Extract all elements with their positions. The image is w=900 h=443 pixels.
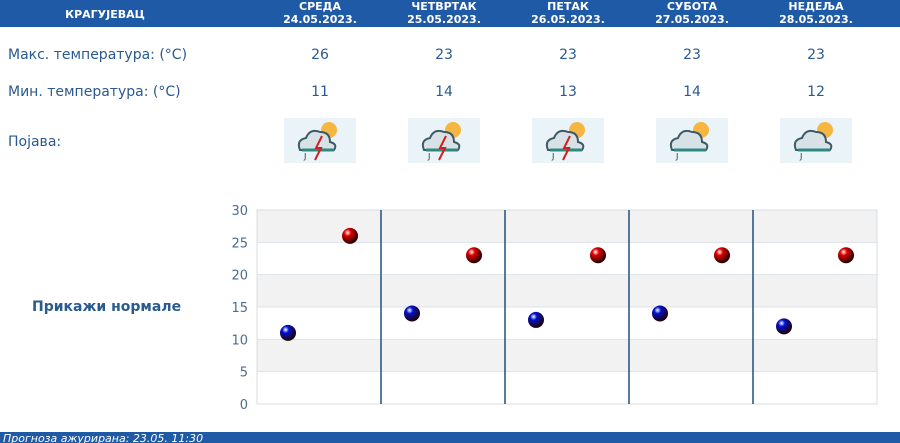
day-name: НЕДЕЉА	[788, 0, 844, 13]
y-tick-label: 0	[240, 398, 248, 413]
day-date: 25.05.2023.	[407, 13, 481, 26]
day-name: СРЕДА	[299, 0, 341, 13]
max-temp-value: 23	[435, 47, 453, 63]
max-temp-point	[342, 227, 358, 244]
max-temp-point	[838, 247, 854, 264]
svg-text:J: J	[551, 152, 554, 161]
day-name: ЧЕТВРТАК	[411, 0, 477, 13]
min-temp-point	[280, 324, 296, 341]
min-temp-value: 12	[807, 84, 825, 100]
grid-band	[257, 371, 877, 404]
svg-text:J: J	[799, 152, 802, 161]
max-temp-point	[466, 247, 482, 264]
y-tick-label: 5	[240, 366, 248, 381]
svg-text:J: J	[675, 152, 678, 161]
show-normals-link[interactable]: Прикажи нормале	[32, 299, 182, 315]
grid-band	[257, 307, 877, 340]
max-temp-point	[714, 247, 730, 264]
phenomenon-label: Појава:	[8, 134, 62, 150]
cloud-sun-rain-icon: J	[780, 118, 852, 163]
min-temp-value: 14	[683, 84, 701, 100]
day-name: СУБОТА	[666, 0, 718, 13]
svg-text:J: J	[303, 152, 306, 161]
header-bar: КРАГУЈЕВАЦ СРЕДА 24.05.2023. ЧЕТВРТАК 25.05…	[0, 0, 900, 27]
max-temp-point	[590, 247, 606, 264]
min-temp-value: 13	[559, 84, 577, 100]
min-temp-point	[528, 311, 544, 328]
min-temp-point	[652, 305, 668, 322]
max-temp-value: 26	[311, 47, 329, 63]
cloud-sun-thunderstorm-icon: J	[408, 118, 480, 163]
day-header: ЧЕТВРТАК 25.05.2023.	[382, 0, 506, 26]
min-temp-label: Мин. температура: (°C)	[8, 84, 181, 100]
svg-text:J: J	[427, 152, 430, 161]
grid-band	[257, 242, 877, 275]
day-date: 26.05.2023.	[531, 13, 605, 26]
cloud-sun-thunderstorm-icon: J	[284, 118, 356, 163]
day-header: СУБОТА 27.05.2023.	[630, 0, 754, 26]
min-temp-value: 11	[311, 84, 329, 100]
day-date: 27.05.2023.	[655, 13, 729, 26]
forecast-updated-footer: Прогноза ажурирана: 23.05. 11:30	[0, 432, 900, 443]
max-temp-value: 23	[807, 47, 825, 63]
y-tick-label: 30	[231, 204, 248, 219]
max-temp-value: 23	[559, 47, 577, 63]
min-temp-value: 14	[435, 84, 453, 100]
y-tick-label: 25	[231, 236, 248, 251]
plot-border	[256, 209, 878, 405]
day-name: ПЕТАК	[547, 0, 589, 13]
day-date: 24.05.2023.	[283, 13, 357, 26]
day-date: 28.05.2023.	[779, 13, 853, 26]
day-header: ПЕТАК 26.05.2023.	[506, 0, 630, 26]
day-header: СРЕДА 24.05.2023.	[258, 0, 382, 26]
grid-band	[257, 210, 877, 243]
cloud-sun-thunderstorm-icon: J	[532, 118, 604, 163]
cloud-sun-rain-icon: J	[656, 118, 728, 163]
y-tick-label: 15	[231, 301, 248, 316]
grid-band	[257, 339, 877, 372]
min-temp-point	[404, 305, 420, 322]
day-header: НЕДЕЉА 28.05.2023.	[754, 0, 878, 26]
y-tick-label: 20	[231, 269, 248, 284]
city-name: КРАГУЈЕВАЦ	[65, 8, 145, 21]
grid-band	[257, 274, 877, 307]
temperature-chart: 0 5 10 15 20 25 30	[231, 204, 878, 413]
y-tick-label: 10	[231, 333, 248, 348]
min-temp-point	[776, 318, 792, 335]
max-temp-label: Макс. температура: (°C)	[8, 47, 188, 63]
max-temp-value: 23	[683, 47, 701, 63]
